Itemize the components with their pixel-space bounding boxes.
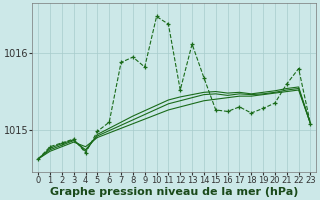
X-axis label: Graphe pression niveau de la mer (hPa): Graphe pression niveau de la mer (hPa) xyxy=(50,187,299,197)
